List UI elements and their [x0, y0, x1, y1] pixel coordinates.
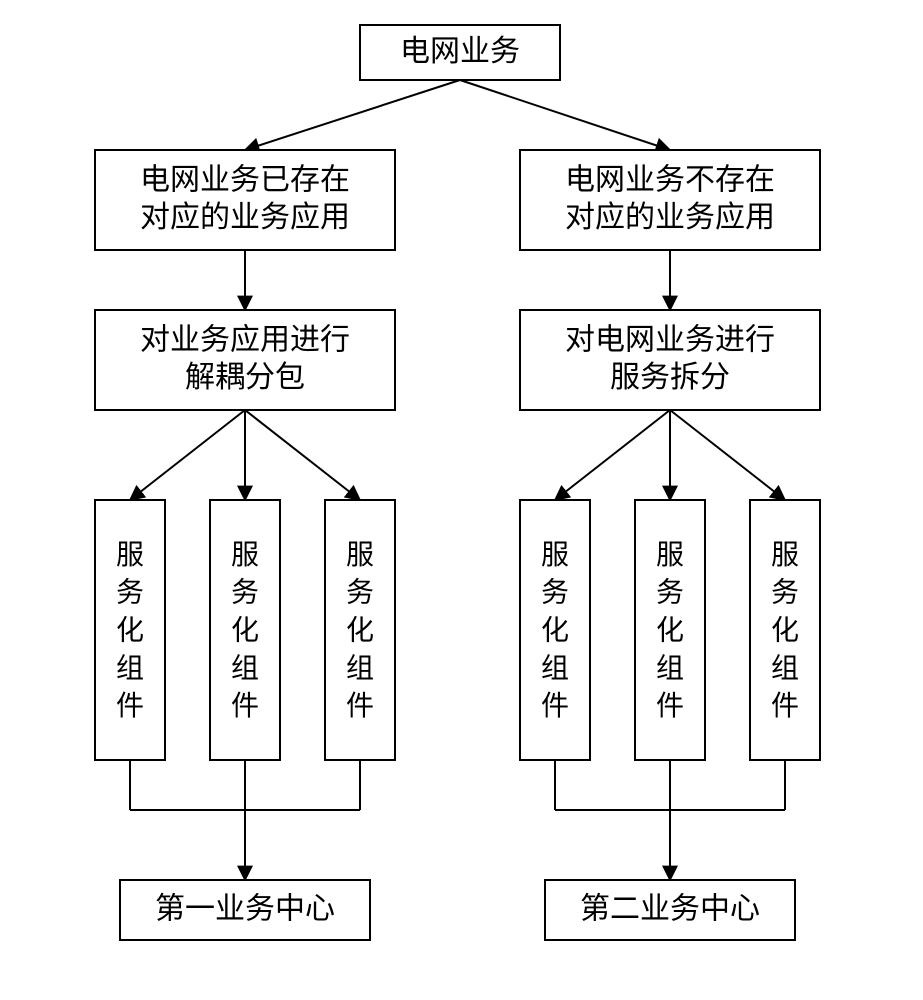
node-l2-left-line-1: 对应的业务应用: [140, 201, 350, 234]
node-comp-right-1-char-0: 服: [656, 540, 684, 571]
node-l2-left: 电网业务已存在对应的业务应用: [95, 150, 395, 250]
node-comp-left-1-char-4: 件: [231, 690, 259, 722]
node-comp-left-2: 服务化组件: [325, 500, 395, 760]
node-comp-right-0: 服务化组件: [520, 500, 590, 760]
node-comp-right-2: 服务化组件: [750, 500, 820, 760]
node-comp-right-0-char-1: 务: [541, 577, 569, 609]
node-bot-left: 第一业务中心: [120, 880, 370, 940]
node-comp-left-1-char-0: 服: [231, 540, 259, 571]
node-comp-left-0-char-2: 化: [116, 614, 144, 646]
node-l3-right-line-1: 服务拆分: [610, 361, 730, 394]
node-comp-left-2-char-2: 化: [346, 614, 374, 646]
node-comp-right-0-char-2: 化: [541, 614, 569, 646]
node-comp-right-0-char-4: 件: [541, 690, 569, 722]
node-bot-right: 第二业务中心: [545, 880, 795, 940]
node-bot-left-line-0: 第一业务中心: [155, 892, 335, 925]
node-l3-right: 对电网业务进行服务拆分: [520, 310, 820, 410]
node-comp-right-2-char-2: 化: [771, 614, 799, 646]
edge-l3r-comp-0: [555, 410, 670, 500]
node-comp-left-2-char-3: 组: [346, 652, 374, 684]
node-comp-left-1: 服务化组件: [210, 500, 280, 760]
node-comp-left-1-char-3: 组: [231, 652, 259, 684]
node-l2-left-line-0: 电网业务已存在: [140, 164, 350, 197]
edge-top-l2right: [460, 80, 670, 150]
node-comp-right-0-char-0: 服: [541, 540, 569, 571]
edge-top-l2left: [245, 80, 460, 150]
node-l3-left: 对业务应用进行解耦分包: [95, 310, 395, 410]
node-top: 电网业务: [360, 25, 560, 80]
node-comp-right-1-char-4: 件: [656, 690, 684, 722]
node-comp-right-2-char-1: 务: [771, 577, 799, 609]
node-comp-right-1-char-3: 组: [656, 652, 684, 684]
node-comp-left-2-char-0: 服: [346, 540, 374, 571]
node-comp-right-1-char-2: 化: [656, 614, 684, 646]
node-comp-left-1-char-1: 务: [231, 577, 259, 609]
node-comp-left-0: 服务化组件: [95, 500, 165, 760]
node-comp-left-0-char-1: 务: [116, 577, 144, 609]
node-l2-right: 电网业务不存在对应的业务应用: [520, 150, 820, 250]
node-comp-right-0-char-3: 组: [541, 652, 569, 684]
node-comp-left-0-char-3: 组: [116, 652, 144, 684]
node-l3-left-line-1: 解耦分包: [185, 361, 305, 394]
node-comp-left-2-char-4: 件: [346, 690, 374, 722]
node-comp-left-0-char-4: 件: [116, 690, 144, 722]
edge-l3l-comp-0: [130, 410, 245, 500]
node-l2-right-line-0: 电网业务不存在: [565, 164, 775, 197]
node-comp-left-1-char-2: 化: [231, 614, 259, 646]
node-l2-right-line-1: 对应的业务应用: [565, 201, 775, 234]
node-comp-left-0-char-0: 服: [116, 540, 144, 571]
node-l3-left-line-0: 对业务应用进行: [140, 324, 350, 357]
node-comp-right-2-char-0: 服: [771, 540, 799, 571]
node-comp-right-2-char-4: 件: [771, 690, 799, 722]
node-comp-left-2-char-1: 务: [346, 577, 374, 609]
edge-l3l-comp-2: [245, 410, 360, 500]
node-comp-right-1-char-1: 务: [656, 577, 684, 609]
node-l3-right-line-0: 对电网业务进行: [565, 324, 775, 357]
flowchart: 电网业务电网业务已存在对应的业务应用电网业务不存在对应的业务应用对业务应用进行解…: [0, 0, 923, 1000]
edge-l3r-comp-2: [670, 410, 785, 500]
node-bot-right-line-0: 第二业务中心: [580, 892, 760, 925]
node-comp-right-2-char-3: 组: [771, 652, 799, 684]
node-comp-right-1: 服务化组件: [635, 500, 705, 760]
node-top-line-0: 电网业务: [400, 35, 520, 68]
